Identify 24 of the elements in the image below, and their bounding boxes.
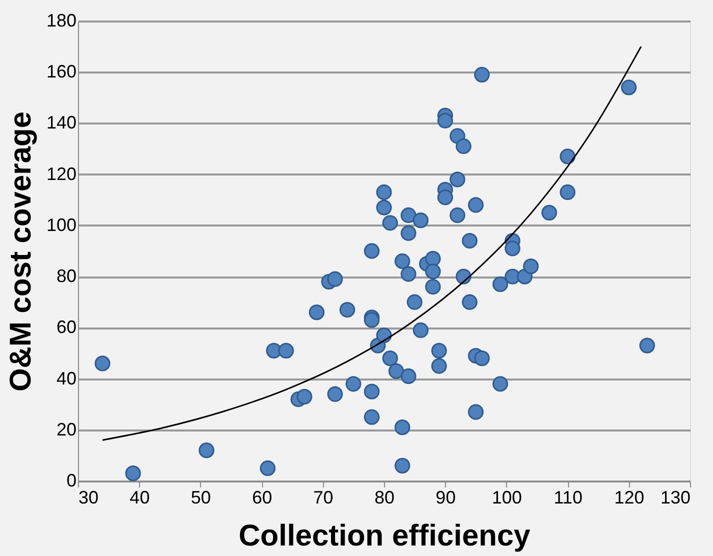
line-series — [102, 46, 642, 441]
y-tick-label: 120 — [46, 164, 76, 184]
y-axis-title: O&M cost coverage — [4, 111, 38, 392]
x-tick-label: 130 — [660, 488, 690, 508]
y-tick-label: 180 — [46, 10, 76, 30]
x-axis-title: Collection efficiency — [238, 520, 531, 552]
y-tick-label: 60 — [56, 317, 76, 338]
x-tick-label: 110 — [554, 488, 582, 508]
x-tick-label: 30 — [78, 488, 99, 508]
x-tick-label: 60 — [252, 488, 272, 508]
x-tick-label: 40 — [130, 488, 150, 508]
y-tick-label: 80 — [56, 266, 76, 286]
x-tick-label: 80 — [374, 488, 395, 508]
y-tick-label: 100 — [46, 214, 76, 235]
x-tick-label: 50 — [190, 488, 211, 508]
y-tick-label: 40 — [56, 368, 76, 388]
x-tick-label: 90 — [436, 488, 456, 508]
x-tick-label: 70 — [313, 488, 334, 508]
y-tick-label: 20 — [56, 419, 76, 440]
x-tick-label: 120 — [614, 488, 644, 508]
x-tick-label: 100 — [492, 488, 522, 508]
y-tick-label: 160 — [46, 62, 76, 82]
y-tick-label: 0 — [66, 470, 76, 490]
y-tick-label: 140 — [46, 112, 76, 133]
